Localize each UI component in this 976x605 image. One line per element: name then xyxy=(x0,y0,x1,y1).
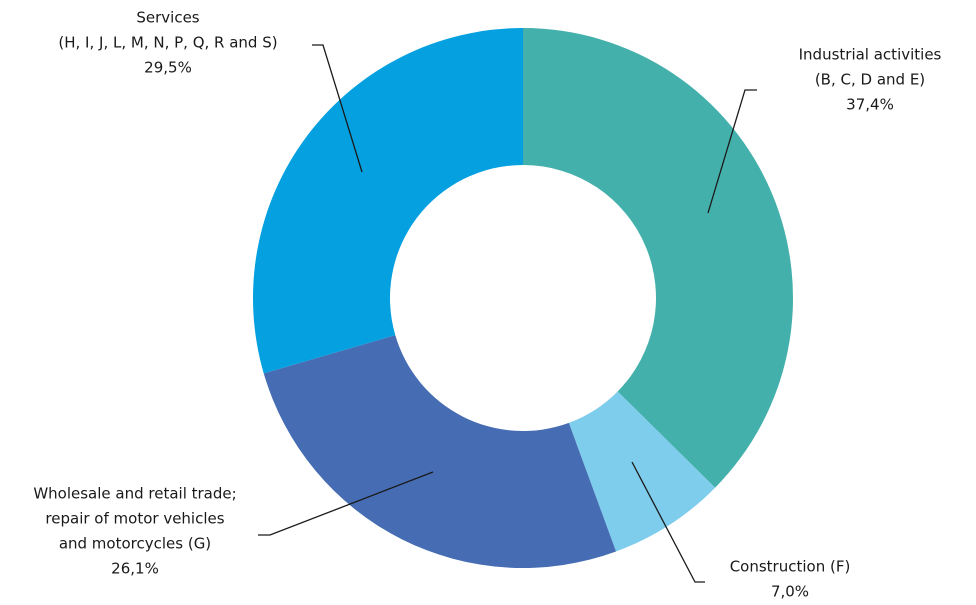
slice-label: Construction (F) xyxy=(730,558,851,576)
slice-label: Wholesale and retail trade; xyxy=(33,485,236,503)
slice-label: (B, C, D and E) xyxy=(815,71,925,89)
slice-label: and motorcycles (G) xyxy=(59,535,211,553)
leader-line xyxy=(631,461,705,583)
leader-line xyxy=(707,89,757,214)
slice-label: repair of motor vehicles xyxy=(45,510,224,528)
donut-slice xyxy=(252,28,523,374)
slice-label: (H, I, J, L, M, N, P, Q, R and S) xyxy=(58,34,277,52)
donut-slice xyxy=(568,391,716,552)
value-label: 29,5% xyxy=(144,59,192,77)
slice-label: Services xyxy=(136,9,199,27)
leader-line xyxy=(312,44,363,173)
leader-line xyxy=(258,471,434,536)
donut-slice xyxy=(523,28,793,488)
slice-label: Industrial activities xyxy=(799,46,942,64)
value-label: 7,0% xyxy=(771,583,809,601)
value-label: 37,4% xyxy=(846,96,894,114)
donut-slice xyxy=(263,335,617,568)
value-label: 26,1% xyxy=(111,560,159,578)
